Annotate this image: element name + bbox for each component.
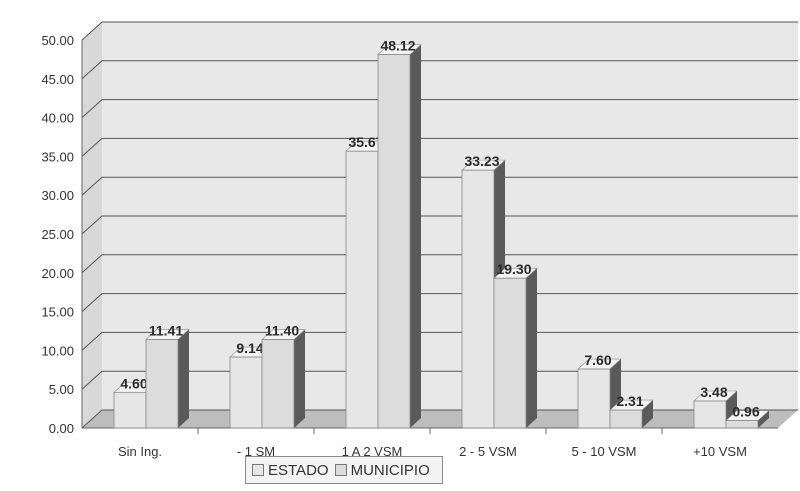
floor bbox=[82, 410, 798, 428]
y-tick-label: 10.00 bbox=[41, 343, 74, 358]
data-label: 11.40 bbox=[265, 323, 299, 339]
data-label: 7.60 bbox=[584, 352, 611, 368]
data-label: 48.12 bbox=[380, 38, 415, 54]
y-tick-label: 25.00 bbox=[41, 227, 74, 242]
bar-estado-2-5-vsm bbox=[461, 169, 495, 429]
legend-item-municipio: MUNICIPIO bbox=[334, 461, 430, 479]
legend-swatch-estado bbox=[252, 464, 264, 476]
bar-estado-1-sm bbox=[229, 356, 263, 429]
bar-municipio-1-a-2-vsm bbox=[377, 54, 411, 429]
bar-municipio-1-sm-side bbox=[294, 329, 305, 428]
gridline bbox=[81, 21, 798, 41]
gridline bbox=[81, 176, 798, 196]
bar-municipio-10-vsm bbox=[725, 420, 759, 429]
bar-municipio-1-sm bbox=[261, 339, 295, 429]
legend: ESTADO MUNICIPIO bbox=[245, 456, 443, 484]
y-tick-label: 35.00 bbox=[41, 149, 74, 164]
y-tick-label: 45.00 bbox=[41, 72, 74, 87]
bar-municipio-10-vsm-side bbox=[758, 410, 769, 428]
x-tick-label: 1 A 2 VSM bbox=[342, 444, 403, 459]
x-tick-label: 2 - 5 VSM bbox=[459, 444, 517, 459]
y-tick-label: 5.00 bbox=[49, 382, 74, 397]
x-tick-label: +10 VSM bbox=[693, 444, 747, 459]
data-label: 0.96 bbox=[732, 404, 759, 420]
y-tick-label: 50.00 bbox=[41, 33, 74, 48]
data-label: 4.60 bbox=[120, 375, 147, 391]
data-label: 3.48 bbox=[700, 384, 727, 400]
bar-municipio-sin-ing bbox=[145, 339, 179, 429]
gridline bbox=[81, 99, 798, 118]
gridline bbox=[81, 409, 798, 429]
gridline bbox=[81, 60, 798, 80]
data-label: 33.23 bbox=[464, 153, 499, 169]
bar-estado-1-a-2-vsm bbox=[345, 150, 379, 429]
gridline bbox=[81, 254, 798, 274]
gridline bbox=[81, 370, 798, 390]
bar-estado-sin-ing bbox=[113, 391, 147, 429]
y-tick-label: 15.00 bbox=[41, 305, 74, 320]
y-tick-label: 0.00 bbox=[49, 421, 74, 436]
data-label: 35.67 bbox=[348, 134, 383, 150]
x-tick-label: 5 - 10 VSM bbox=[571, 444, 636, 459]
gridline bbox=[81, 293, 798, 312]
x-tick-label: Sin Ing. bbox=[118, 444, 162, 459]
bar-municipio-2-5-vsm bbox=[493, 277, 527, 429]
bar-estado-5-10-vsm bbox=[577, 368, 611, 429]
data-label: 9.14 bbox=[236, 340, 263, 356]
bar-estado-10-vsm bbox=[693, 400, 727, 429]
gridline bbox=[81, 137, 798, 157]
x-tick-label: - 1 SM bbox=[237, 444, 275, 459]
legend-swatch-municipio bbox=[334, 464, 347, 476]
gridline bbox=[81, 331, 798, 351]
bar-municipio-sin-ing-side bbox=[178, 329, 189, 428]
y-tick-label: 30.00 bbox=[41, 188, 74, 203]
data-label: 11.41 bbox=[149, 322, 183, 338]
legend-item-estado: ESTADO bbox=[252, 462, 329, 479]
legend-label-estado: ESTADO bbox=[268, 461, 329, 479]
y-tick-label: 40.00 bbox=[41, 111, 74, 126]
data-label: 19.30 bbox=[496, 261, 531, 277]
data-label: 2.31 bbox=[616, 393, 643, 409]
bar-municipio-1-a-2-vsm-side bbox=[410, 44, 421, 428]
bar-municipio-2-5-vsm-side bbox=[526, 268, 537, 428]
legend-label-municipio: MUNICIPIO bbox=[350, 461, 430, 479]
bar-municipio-5-10-vsm bbox=[609, 409, 643, 429]
gridline bbox=[81, 215, 798, 235]
bar-municipio-5-10-vsm-side bbox=[642, 400, 653, 428]
y-tick-label: 20.00 bbox=[41, 266, 74, 281]
